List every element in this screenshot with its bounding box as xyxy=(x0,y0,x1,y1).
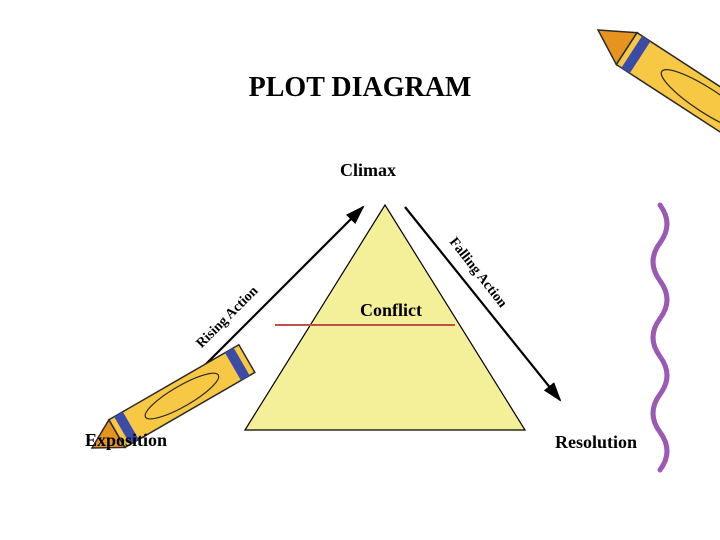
svg-text:Falling Action: Falling Action xyxy=(446,235,510,311)
climax-label: Climax xyxy=(340,160,396,181)
exposition-label: Exposition xyxy=(85,430,167,451)
conflict-label: Conflict xyxy=(360,300,422,321)
plot-diagram-stage: PLOT DIAGRAM Rising ActionFalling Action… xyxy=(0,0,720,540)
resolution-label: Resolution xyxy=(555,432,637,453)
diagram-svg: Rising ActionFalling Action xyxy=(0,0,720,540)
